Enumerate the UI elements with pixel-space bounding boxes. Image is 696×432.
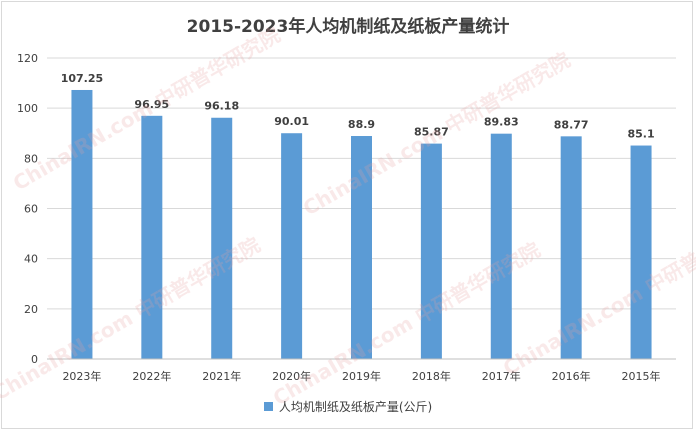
x-tick-label: 2021年: [202, 369, 241, 383]
bar: [630, 145, 652, 359]
bar: [490, 133, 512, 359]
y-tick-label: 80: [24, 152, 38, 165]
legend: 人均机制纸及纸板产量(公斤): [0, 398, 696, 415]
bar: [560, 136, 582, 359]
data-label: 85.1: [627, 128, 654, 141]
bar: [351, 136, 372, 359]
watermark: ChinaIRN.com 中研普华研究院: [499, 208, 696, 381]
data-label: 89.83: [484, 116, 519, 129]
y-tick-label: 0: [31, 353, 38, 366]
data-label: 85.87: [414, 126, 449, 139]
legend-swatch: [263, 402, 273, 411]
legend-label: 人均机制纸及纸板产量(公斤): [278, 400, 433, 414]
x-tick-label: 2023年: [62, 369, 101, 383]
y-tick-label: 20: [24, 303, 38, 316]
y-tick-label: 100: [17, 102, 38, 115]
chart-title: 2015-2023年人均机制纸及纸板产量统计: [186, 17, 510, 37]
x-tick-label: 2015年: [622, 369, 661, 383]
bar: [141, 115, 163, 360]
bar: [71, 89, 93, 359]
x-tick-label: 2020年: [272, 369, 311, 383]
x-tick-label: 2022年: [132, 369, 171, 383]
x-tick-label: 2016年: [552, 369, 591, 383]
y-tick-label: 120: [17, 52, 38, 65]
data-label: 88.9: [348, 118, 375, 131]
data-label: 90.01: [274, 115, 309, 128]
data-label: 88.77: [554, 118, 589, 131]
y-tick-label: 40: [24, 253, 38, 266]
data-label: 96.18: [204, 100, 239, 113]
data-label: 96.95: [134, 98, 169, 111]
x-tick-label: 2019年: [342, 369, 381, 383]
data-label: 107.25: [61, 72, 103, 85]
bar: [211, 117, 233, 359]
x-tick-label: 2018年: [412, 369, 451, 383]
bar: [420, 143, 442, 359]
bar: [281, 133, 303, 359]
x-tick-label: 2017年: [482, 369, 521, 383]
y-tick-label: 60: [24, 203, 38, 216]
